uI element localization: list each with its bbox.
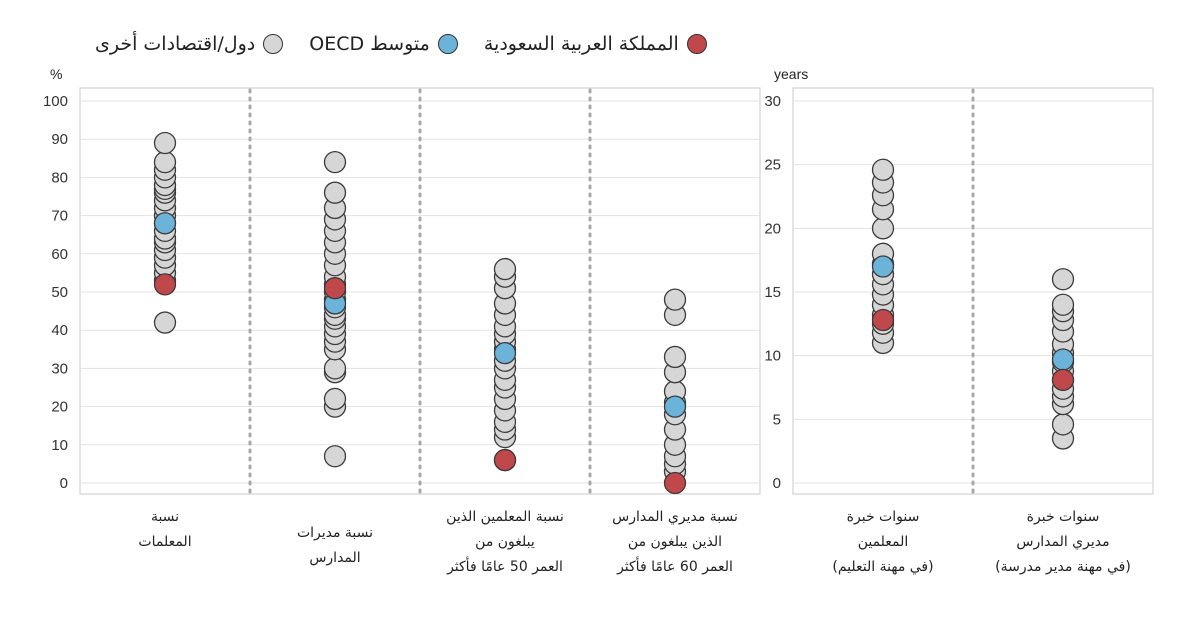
panel-0-cat-1-saudi-point	[323, 277, 347, 300]
legend-dot-others	[263, 34, 284, 54]
panel-0-category-label-2: نسبة المعلمين الذين يبلغون من العمر 50 عام…	[424, 505, 586, 580]
panel-0-cat-3-oecd-point	[663, 395, 687, 418]
panel-1-y-tick-label: 25	[764, 157, 781, 174]
panel-0-cat-3-saudi-point	[663, 471, 687, 495]
panel-0-cat-2-saudi-point	[493, 448, 517, 472]
legend-label-saudi: المملكة العربية السعودية	[483, 33, 679, 55]
category-label-line: نسبة مديري المدارس	[612, 509, 738, 525]
panel-0-y-tick-label: 20	[51, 399, 68, 416]
panel-0-category-label-0: نسبة المعلمات	[84, 505, 246, 555]
panel-0-y-tick-label: 0	[60, 475, 68, 492]
panel-1-cat-1-other-point	[1051, 268, 1075, 291]
category-label-line: العمر 60 عامًا فأكثر	[617, 559, 733, 575]
legend-dot-oecd	[437, 34, 458, 54]
category-label-line: مديري المدارس	[1016, 534, 1110, 550]
panel-1-cat-1-other-point	[1051, 413, 1075, 436]
panel-0-y-tick-label: 100	[43, 93, 68, 110]
panel-0-category-label-1: نسبة مديرات المدارس	[254, 521, 416, 571]
category-label-line: نسبة	[150, 509, 180, 525]
legend-item-oecd: متوسط OECD	[309, 33, 458, 55]
panel-1-cat-1-other-point	[1051, 293, 1075, 316]
legend-label-others: دول/اقتصادات أخرى	[95, 33, 256, 55]
panel-0-cat-0-other-point	[153, 150, 177, 174]
category-label-line: نسبة المعلمين الذين	[446, 509, 564, 525]
panel-1-cat-0-saudi-point	[871, 308, 895, 332]
legend-item-others: دول/اقتصادات أخرى	[95, 33, 284, 55]
panel-1-category-label-1: سنوات خبرة مديري المدارس (في مهنة مدير مدر…	[977, 505, 1149, 580]
panel-0-cat-0-saudi-point	[153, 273, 177, 296]
left-unit-label: %	[50, 66, 63, 82]
panel-0-y-tick-label: 70	[51, 208, 68, 225]
panel-1-y-tick-label: 10	[764, 348, 781, 365]
panel-0-cat-1-other-point	[323, 357, 347, 380]
panel-0-y-tick-label: 60	[51, 246, 68, 263]
category-label-line: (في مهنة مدير مدرسة)	[995, 559, 1131, 575]
panel-0-cat-3-other-point	[663, 345, 687, 369]
category-label-line: سنوات خبرة	[846, 509, 920, 525]
legend-label-oecd: متوسط OECD	[309, 33, 430, 55]
panel-0-cat-0-other-point	[153, 131, 177, 155]
panel-0-cat-1-other-point	[323, 181, 347, 204]
panel-0-y-tick-label: 50	[51, 284, 68, 301]
panel-1-cat-1-saudi-point	[1051, 368, 1075, 392]
right-unit-label: years	[774, 66, 809, 82]
panel-1-y-tick-label: 30	[764, 93, 781, 110]
panel-0-y-tick-label: 10	[51, 437, 68, 454]
panel-0-cat-1-other-point	[323, 445, 347, 468]
panel-0-cat-2-oecd-point	[493, 341, 517, 365]
panel-1-frame	[792, 87, 1154, 495]
panel-0-cat-2-other-point	[493, 257, 517, 281]
panel-0-cat-3-other-point	[663, 288, 687, 311]
panel-0-cat-1-other-point	[323, 150, 347, 174]
panel-1-cat-0-oecd-point	[871, 255, 895, 278]
panel-0-category-label-3: نسبة مديري المدارس الذين يبلغون من العمر 6…	[594, 505, 756, 580]
category-label-line: سنوات خبرة	[1026, 509, 1100, 525]
panel-1-y-tick-label: 0	[773, 475, 781, 492]
panel-0-cat-0-oecd-point	[153, 212, 177, 235]
category-label-line: نسبة مديرات	[296, 525, 374, 541]
panel-1-category-label-0: سنوات خبرة المعلمين (في مهنة التعليم)	[797, 505, 969, 580]
panel-0-y-tick-label: 90	[51, 131, 68, 148]
panel-1-cat-0-other-point	[871, 217, 895, 240]
panel-0-cat-1-other-point	[323, 387, 347, 411]
panel-1-y-tick-label: 20	[764, 220, 781, 237]
category-label-line: المعلمات	[138, 534, 192, 550]
category-label-line: يبلغون من	[475, 534, 535, 550]
category-label-line: العمر 50 عامًا فأكثر	[447, 559, 563, 575]
panel-1-cat-1-oecd-point	[1051, 348, 1075, 371]
category-label-line: المدارس	[309, 550, 361, 566]
panel-0-frame	[79, 87, 761, 495]
panel-0-y-tick-label: 40	[51, 322, 68, 339]
legend-item-saudi: المملكة العربية السعودية	[484, 33, 707, 55]
panel-1-y-tick-label: 15	[764, 284, 781, 301]
category-label-line: (في مهنة التعليم)	[832, 559, 934, 575]
legend-dot-saudi	[686, 34, 707, 54]
legend: المملكة العربية السعودية متوسط OECD دول/…	[95, 28, 855, 60]
category-label-line: المعلمين	[857, 534, 909, 550]
panel-0-y-tick-label: 80	[51, 169, 68, 186]
panel-1-y-tick-label: 5	[773, 411, 781, 428]
panel-0-cat-0-other-point	[153, 311, 177, 334]
panel-0-y-tick-label: 30	[51, 360, 68, 377]
category-label-line: الذين يبلغون من	[627, 534, 723, 550]
panel-1-cat-0-other-point	[871, 158, 895, 181]
